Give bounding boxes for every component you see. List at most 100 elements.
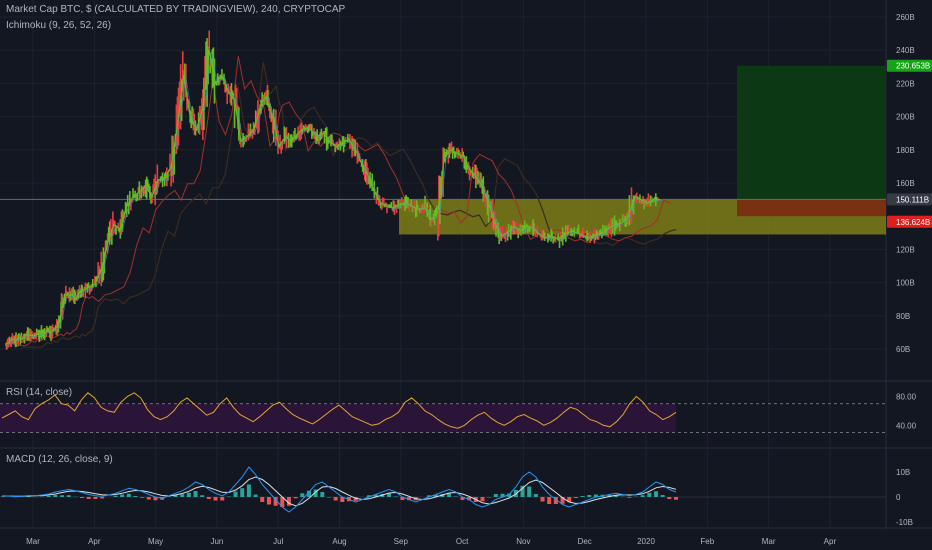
price-axis-tick: 180B <box>896 146 915 155</box>
macd-histogram-bar <box>320 492 325 497</box>
macd-histogram-bar <box>46 496 51 497</box>
rsi-line <box>1 392 677 429</box>
macd-histogram-bar <box>553 497 558 504</box>
macd-histogram-bar <box>53 495 58 497</box>
macd-histogram-bar <box>180 494 185 497</box>
macd-histogram-bar <box>186 492 191 497</box>
time-axis-background <box>0 529 932 550</box>
stop-zone-rect <box>737 199 886 217</box>
macd-histogram-bar <box>400 497 405 500</box>
macd-histogram-bar <box>140 497 145 498</box>
ichimoku-label[interactable]: Ichimoku (9, 26, 52, 26) <box>6 20 112 31</box>
chart-title: Market Cap BTC, $ (CALCULATED BY TRADING… <box>6 4 346 15</box>
time-axis-tick: 2020 <box>637 537 655 546</box>
target-zone-rect <box>737 65 886 200</box>
macd-histogram-bar <box>587 495 592 497</box>
macd-histogram-bar <box>367 495 372 497</box>
rsi-axis-tick: 80.00 <box>896 392 917 401</box>
time-axis-tick: Dec <box>578 537 592 546</box>
macd-histogram-bar <box>280 497 285 507</box>
macd-histogram-bar <box>493 494 498 497</box>
time-axis-tick: Mar <box>26 537 40 546</box>
time-axis-tick: Jun <box>210 537 223 546</box>
price-axis-tick: 220B <box>896 79 915 88</box>
macd-histogram-bar <box>613 495 618 497</box>
price-axis-tick: 160B <box>896 179 915 188</box>
macd-histogram-bar <box>547 497 552 504</box>
macd-histogram-bar <box>213 497 218 501</box>
macd-histogram-bar <box>93 497 98 499</box>
macd-histogram-bar <box>540 497 545 502</box>
macd-histogram-bar <box>340 497 345 502</box>
macd-histogram-bar <box>453 496 458 497</box>
macd-histogram-bar <box>480 497 485 502</box>
macd-histogram-bar <box>407 497 412 501</box>
time-axis-tick: Apr <box>824 537 837 546</box>
rsi-axis-tick: 40.00 <box>896 421 917 430</box>
macd-histogram-bar <box>500 493 505 497</box>
macd-histogram-bar <box>560 497 565 504</box>
macd-histogram-bar <box>260 497 265 502</box>
time-axis-tick: Mar <box>762 537 776 546</box>
time-axis-tick: Apr <box>88 537 101 546</box>
macd-histogram-bar <box>66 495 71 497</box>
price-series-line <box>5 50 661 345</box>
macd-histogram-bar <box>333 497 338 501</box>
macd-histogram-bar <box>373 494 378 497</box>
time-axis-tick: Oct <box>456 537 469 546</box>
price-axis-tick: 260B <box>896 13 915 22</box>
macd-histogram-bar <box>507 493 512 497</box>
macd-histogram-bar <box>306 490 311 497</box>
price-axis-tick: 120B <box>896 245 915 254</box>
time-axis-tick: Nov <box>516 537 530 546</box>
macd-histogram-bar <box>206 497 211 499</box>
macd-label[interactable]: MACD (12, 26, close, 9) <box>6 454 113 465</box>
macd-histogram-bar <box>533 494 538 497</box>
macd-histogram-bar <box>233 491 238 497</box>
macd-histogram-bar <box>226 496 231 497</box>
macd-histogram-bar <box>460 497 465 500</box>
time-axis-tick: Feb <box>700 537 714 546</box>
price-tag-label: 230.653B <box>896 62 930 71</box>
macd-histogram-bar <box>580 496 585 497</box>
macd-histogram-bar <box>627 497 632 498</box>
price-axis-tick: 200B <box>896 113 915 122</box>
time-axis-tick: Jul <box>273 537 283 546</box>
macd-axis-tick: -10B <box>896 518 913 527</box>
macd-histogram-bar <box>353 497 358 501</box>
macd-histogram-bar <box>573 497 578 498</box>
macd-histogram-bar <box>146 497 151 500</box>
rsi-band <box>0 403 676 433</box>
macd-histogram-bar <box>326 497 331 498</box>
macd-histogram-bar <box>86 497 91 499</box>
macd-histogram-bar <box>200 495 205 497</box>
macd-histogram-bar <box>487 497 492 498</box>
time-axis-tick: Sep <box>394 537 409 546</box>
macd-histogram-bar <box>100 497 105 499</box>
macd-histogram-bar <box>567 497 572 502</box>
macd-histogram-bar <box>674 497 678 500</box>
price-tag <box>887 59 932 72</box>
macd-histogram-bar <box>40 496 45 497</box>
macd-histogram-bar <box>653 491 658 497</box>
macd-histogram-bar <box>647 492 652 497</box>
time-axis-tick: May <box>148 537 163 546</box>
macd-histogram-bar <box>660 495 665 497</box>
macd-histogram-bar <box>293 497 298 499</box>
ichimoku-base-line <box>16 56 671 347</box>
price-tag-label: 150.111B <box>896 195 929 204</box>
macd-histogram-bar <box>273 497 278 506</box>
macd-histogram-bar <box>300 493 305 497</box>
rsi-label[interactable]: RSI (14, close) <box>6 387 73 398</box>
macd-histogram-bar <box>193 491 198 497</box>
macd-histogram-bar <box>286 497 291 506</box>
macd-histogram-bar <box>393 496 398 497</box>
macd-histogram-bar <box>427 495 432 497</box>
macd-histogram-bar <box>593 494 598 497</box>
macd-axis-tick: 10B <box>896 468 910 477</box>
price-axis-tick: 240B <box>896 46 915 55</box>
macd-histogram-bar <box>133 496 138 497</box>
macd-histogram-bar <box>266 497 271 505</box>
macd-histogram-bar <box>640 495 645 497</box>
